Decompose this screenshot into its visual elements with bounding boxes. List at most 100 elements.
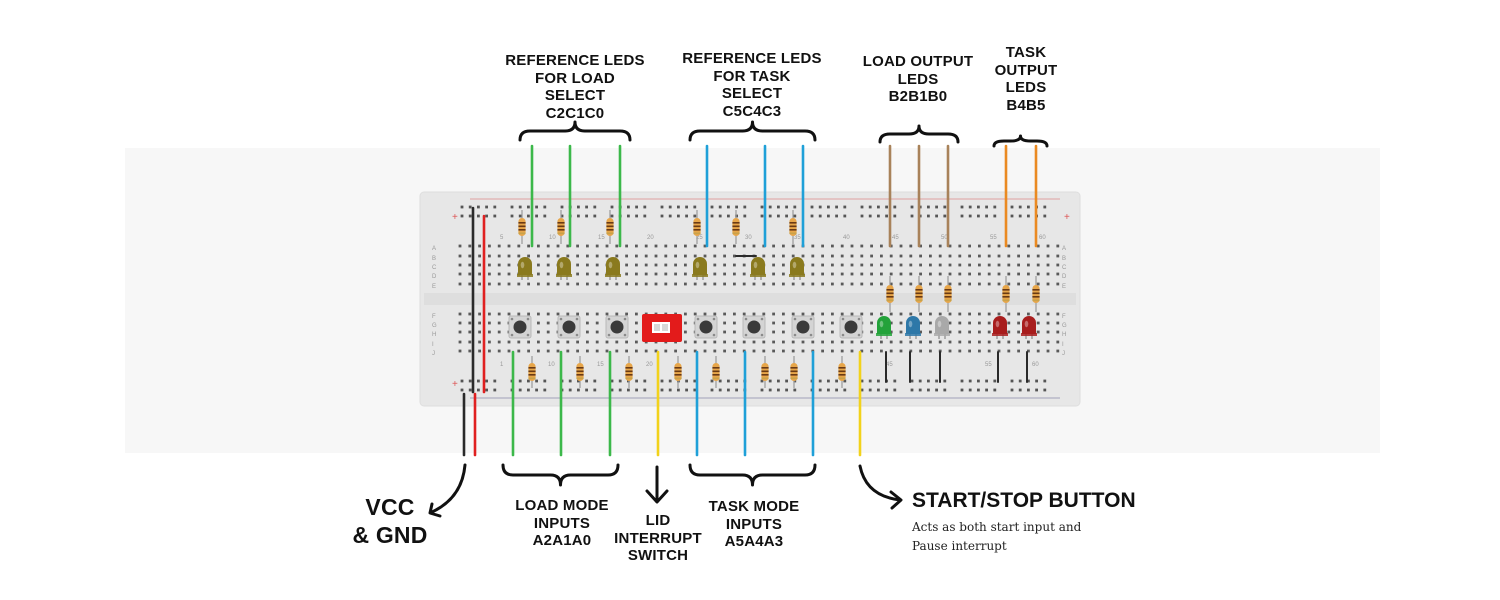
label-reference-leds-load: REFERENCE LEDS FOR LOAD SELECT C2C1C0 (505, 52, 645, 123)
resistor-band (886, 292, 894, 295)
hole (668, 205, 672, 209)
column-number: 55 (990, 235, 997, 241)
hole (593, 388, 597, 392)
hole (850, 340, 854, 344)
hole (997, 272, 1001, 276)
hole (899, 282, 903, 286)
resistor-band (789, 232, 797, 235)
pulldown-resistor (625, 356, 633, 388)
hole (943, 205, 947, 209)
hole (693, 205, 697, 209)
hole (1056, 254, 1060, 258)
hole (752, 312, 756, 316)
hole (850, 349, 854, 353)
hole (821, 254, 824, 258)
led-rim (1021, 333, 1037, 336)
resistor-band (838, 370, 846, 373)
hole (978, 340, 981, 344)
hole (791, 244, 795, 248)
hole (948, 254, 952, 258)
led-highlight (559, 261, 564, 269)
hole (831, 340, 834, 344)
hole (660, 379, 664, 383)
hole (625, 349, 628, 353)
hole (899, 321, 903, 325)
hole (674, 349, 677, 353)
hole (593, 379, 597, 383)
hole (811, 282, 815, 286)
hole (610, 214, 614, 218)
button-pin (696, 317, 700, 321)
hole (885, 214, 888, 218)
hole (625, 340, 628, 344)
hole (718, 379, 722, 383)
hole (968, 205, 972, 209)
hole (978, 349, 981, 353)
brace-task-output (992, 134, 1049, 148)
hole (1036, 263, 1040, 267)
hole (586, 263, 589, 267)
hole (987, 254, 991, 258)
hole (643, 388, 647, 392)
hole (850, 254, 854, 258)
hole (948, 340, 952, 344)
load-output-led-green (876, 316, 892, 339)
hole (772, 263, 775, 267)
hole (527, 340, 530, 344)
hole (585, 205, 588, 209)
hole (978, 244, 981, 248)
resistor-band (712, 374, 720, 376)
hole (507, 312, 511, 316)
hole (919, 244, 922, 248)
reference-resistor (789, 210, 797, 244)
hole (1036, 272, 1040, 276)
hole (460, 388, 464, 392)
hole (468, 214, 472, 218)
load-output-led-gray (934, 316, 950, 339)
resistor-band (732, 225, 740, 228)
hole (927, 379, 930, 383)
resistor-band (915, 289, 923, 291)
hole (870, 312, 873, 316)
resistor-band (790, 374, 798, 376)
hole (674, 282, 677, 286)
hole (710, 205, 714, 209)
hole (985, 388, 988, 392)
hole (595, 330, 599, 334)
row-letter: A (432, 246, 436, 252)
hole (948, 282, 952, 286)
hole (577, 388, 580, 392)
hole (1017, 272, 1020, 276)
resistor-band (712, 377, 720, 380)
hole (831, 321, 834, 325)
hole (1007, 321, 1011, 325)
reference-resistor (693, 210, 701, 244)
resistor-band (693, 225, 701, 228)
resistor-band (789, 229, 797, 231)
hole (478, 312, 481, 316)
hole (507, 282, 511, 286)
hole (782, 254, 785, 258)
hole (793, 388, 797, 392)
hole (586, 282, 589, 286)
hole (831, 263, 834, 267)
hole (831, 330, 834, 334)
hole (727, 205, 730, 209)
hole (919, 263, 922, 267)
hole (831, 312, 834, 316)
hole (960, 214, 964, 218)
led-rim (750, 274, 766, 277)
hole (929, 349, 932, 353)
hole (635, 214, 638, 218)
hole (1010, 214, 1014, 218)
hole (868, 205, 872, 209)
hole (938, 254, 942, 258)
pulldown-resistor (790, 356, 798, 388)
hole (958, 349, 962, 353)
hole (595, 282, 599, 286)
row-letter: E (1062, 284, 1066, 290)
hole (635, 254, 638, 258)
hole (1027, 263, 1030, 267)
hole (918, 388, 922, 392)
